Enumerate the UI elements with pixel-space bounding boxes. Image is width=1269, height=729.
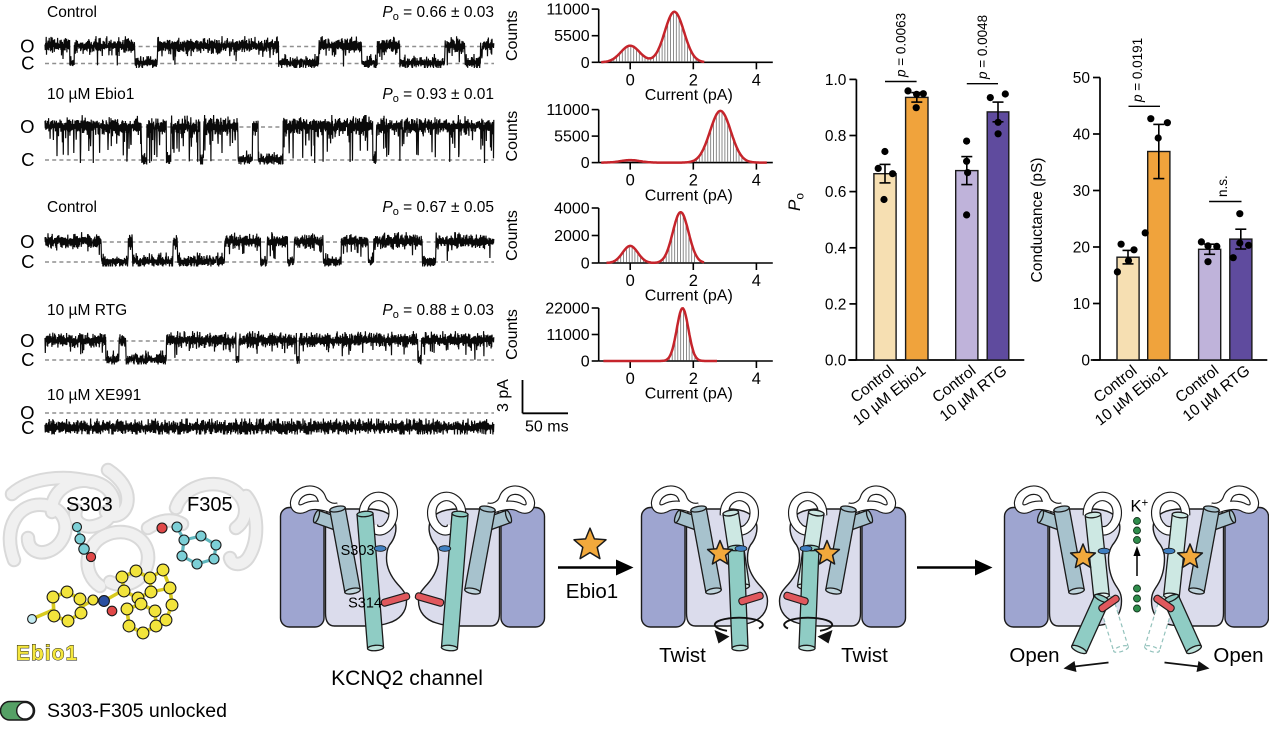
- svg-text:5500: 5500: [554, 129, 590, 146]
- svg-text:4000: 4000: [554, 201, 590, 218]
- svg-text:Twist: Twist: [659, 644, 706, 667]
- svg-text:5500: 5500: [554, 28, 590, 45]
- svg-text:Ebio1: Ebio1: [566, 580, 618, 603]
- svg-text:Current (pA): Current (pA): [645, 87, 733, 104]
- svg-text:0: 0: [581, 55, 590, 72]
- svg-text:Conductance (pS): Conductance (pS): [1029, 158, 1046, 283]
- svg-text:Counts: Counts: [504, 210, 521, 261]
- svg-text:0: 0: [626, 172, 635, 190]
- svg-text:Ebio1: Ebio1: [16, 642, 78, 665]
- svg-text:22000: 22000: [545, 301, 590, 318]
- svg-text:p = 0.0048: p = 0.0048: [975, 15, 990, 80]
- svg-text:11000: 11000: [546, 2, 589, 19]
- svg-text:2000: 2000: [554, 228, 590, 245]
- svg-text:0: 0: [581, 155, 590, 172]
- svg-text:Open: Open: [1009, 644, 1059, 667]
- svg-text:C: C: [21, 417, 34, 438]
- svg-text:0.4: 0.4: [825, 240, 847, 257]
- svg-text:0.0: 0.0: [825, 353, 847, 370]
- svg-text:20: 20: [1073, 240, 1091, 257]
- svg-text:O: O: [20, 231, 34, 252]
- svg-text:KCNQ2 channel: KCNQ2 channel: [331, 667, 483, 690]
- svg-text:Po = 0.67 ± 0.05: Po = 0.67 ± 0.05: [382, 199, 494, 218]
- svg-text:11000: 11000: [546, 327, 589, 344]
- svg-text:10 µM XE991: 10 µM XE991: [47, 387, 141, 404]
- svg-text:1.0: 1.0: [825, 72, 847, 89]
- svg-text:10 µM RTG: 10 µM RTG: [47, 302, 127, 319]
- svg-text:C: C: [21, 53, 34, 74]
- svg-text:S303-F305 unlocked: S303-F305 unlocked: [47, 700, 227, 722]
- svg-text:p = 0.0191: p = 0.0191: [1130, 38, 1145, 103]
- svg-text:2: 2: [689, 370, 698, 388]
- svg-text:Current (pA): Current (pA): [645, 385, 733, 402]
- svg-text:n.s.: n.s.: [1215, 175, 1230, 197]
- svg-text:0: 0: [1081, 353, 1090, 370]
- svg-text:S303: S303: [341, 543, 375, 559]
- svg-text:S314: S314: [348, 596, 382, 612]
- svg-text:10 µM Ebio1: 10 µM Ebio1: [47, 86, 134, 103]
- svg-text:O: O: [20, 116, 34, 137]
- svg-text:Control: Control: [47, 199, 97, 216]
- svg-text:Po = 0.93 ± 0.01: Po = 0.93 ± 0.01: [382, 86, 494, 105]
- svg-text:0: 0: [581, 354, 590, 371]
- svg-text:0: 0: [626, 71, 635, 89]
- svg-text:0.6: 0.6: [825, 184, 847, 201]
- svg-text:Current (pA): Current (pA): [645, 288, 733, 305]
- svg-text:O: O: [20, 402, 34, 423]
- svg-text:50 ms: 50 ms: [525, 419, 569, 436]
- svg-text:4: 4: [752, 71, 761, 89]
- svg-text:C: C: [21, 349, 34, 370]
- svg-text:S303: S303: [66, 494, 113, 516]
- svg-text:O: O: [20, 36, 34, 57]
- svg-text:Po: Po: [785, 193, 807, 211]
- svg-text:Open: Open: [1213, 644, 1263, 667]
- svg-text:Po = 0.88 ± 0.03: Po = 0.88 ± 0.03: [382, 302, 494, 321]
- svg-text:Counts: Counts: [504, 10, 521, 61]
- svg-text:C: C: [21, 251, 34, 272]
- svg-text:Control: Control: [47, 4, 97, 21]
- svg-text:Counts: Counts: [504, 309, 521, 360]
- svg-text:Po = 0.66 ± 0.03: Po = 0.66 ± 0.03: [382, 4, 494, 23]
- svg-text:0: 0: [626, 272, 635, 290]
- svg-text:2: 2: [689, 172, 698, 190]
- svg-text:30: 30: [1073, 183, 1091, 200]
- svg-text:40: 40: [1073, 127, 1091, 144]
- svg-text:0.2: 0.2: [825, 296, 847, 313]
- svg-text:Twist: Twist: [841, 644, 888, 667]
- svg-text:2: 2: [689, 71, 698, 89]
- svg-text:Current (pA): Current (pA): [645, 187, 733, 204]
- svg-text:p = 0.0063: p = 0.0063: [894, 13, 909, 78]
- svg-text:O: O: [20, 330, 34, 351]
- svg-text:F305: F305: [187, 494, 233, 516]
- svg-text:2: 2: [689, 272, 698, 290]
- svg-text:0: 0: [626, 370, 635, 388]
- svg-text:4: 4: [752, 172, 761, 190]
- svg-text:3 pA: 3 pA: [495, 379, 512, 412]
- svg-text:4: 4: [752, 272, 761, 290]
- svg-text:0: 0: [581, 256, 590, 273]
- svg-text:C: C: [21, 149, 34, 170]
- svg-text:0.8: 0.8: [825, 128, 847, 145]
- svg-text:10: 10: [1073, 296, 1091, 313]
- svg-text:11000: 11000: [546, 102, 589, 119]
- svg-text:4: 4: [752, 370, 761, 388]
- svg-text:Counts: Counts: [504, 111, 521, 162]
- svg-text:50: 50: [1073, 70, 1091, 87]
